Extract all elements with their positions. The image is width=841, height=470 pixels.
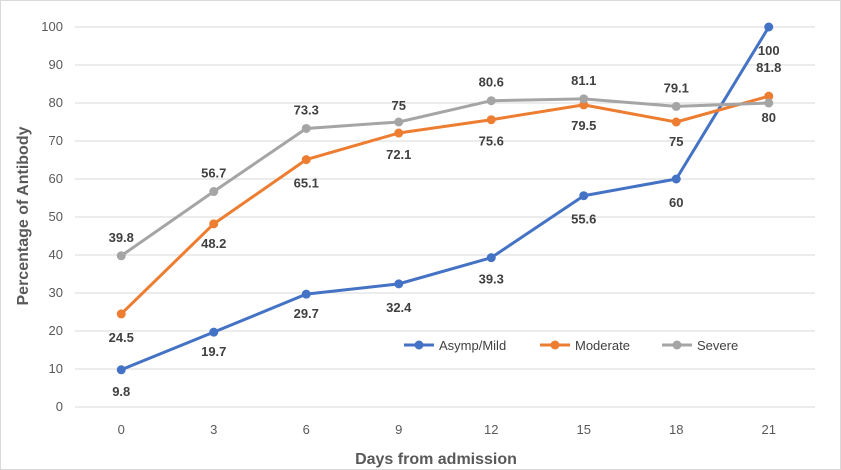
data-label: 75.6 bbox=[479, 134, 504, 149]
point-asymp-mild bbox=[301, 289, 311, 299]
legend-marker-asymp-mild bbox=[414, 340, 424, 350]
data-label: 80 bbox=[762, 110, 776, 125]
data-label: 39.8 bbox=[109, 230, 134, 245]
data-label: 75 bbox=[669, 134, 683, 149]
x-tick-label: 9 bbox=[395, 422, 402, 437]
y-tick-label: 10 bbox=[49, 361, 63, 376]
point-asymp-mild bbox=[764, 22, 774, 32]
series-line-asymp-mild bbox=[120, 26, 771, 372]
y-tick-label: 80 bbox=[49, 95, 63, 110]
data-label: 60 bbox=[669, 195, 683, 210]
y-axis-title: Percentage of Antibody bbox=[15, 126, 32, 305]
data-label: 32.4 bbox=[386, 300, 412, 315]
legend-marker-moderate bbox=[550, 340, 560, 350]
series-line-moderate bbox=[120, 94, 770, 315]
data-label: 81.8 bbox=[756, 60, 781, 75]
legend: Asymp/Mild Moderate Severe bbox=[404, 338, 738, 353]
data-label: 55.6 bbox=[571, 212, 596, 227]
data-label: 39.3 bbox=[479, 272, 504, 287]
y-axis-ticks: 0 10 20 30 40 50 60 70 80 90 100 bbox=[41, 19, 63, 414]
point-asymp-mild bbox=[209, 327, 219, 337]
x-tick-label: 12 bbox=[484, 422, 498, 437]
point-severe bbox=[301, 123, 311, 133]
x-axis-ticks: 0 3 6 9 12 15 18 21 bbox=[118, 422, 776, 437]
point-severe bbox=[116, 251, 126, 261]
legend-label-severe: Severe bbox=[697, 338, 738, 353]
data-label: 65.1 bbox=[294, 176, 319, 191]
x-tick-label: 18 bbox=[669, 422, 683, 437]
gridlines bbox=[75, 26, 815, 408]
point-moderate bbox=[394, 128, 404, 138]
y-tick-label: 90 bbox=[49, 57, 63, 72]
point-severe bbox=[764, 98, 774, 108]
x-axis-title: Days from admission bbox=[355, 451, 517, 468]
point-moderate bbox=[301, 155, 311, 165]
point-asymp-mild bbox=[394, 279, 404, 289]
data-label: 73.3 bbox=[294, 102, 319, 117]
data-label: 24.5 bbox=[109, 330, 134, 345]
data-labels: 9.8 19.7 29.7 32.4 39.3 55.6 60 100 24.5 48.2 65.1… bbox=[109, 43, 782, 399]
y-tick-label: 100 bbox=[41, 19, 63, 34]
data-label: 9.8 bbox=[112, 384, 130, 399]
data-label: 81.1 bbox=[571, 73, 596, 88]
point-moderate bbox=[116, 309, 126, 319]
legend-label-moderate: Moderate bbox=[575, 338, 630, 353]
data-label: 79.5 bbox=[571, 118, 596, 133]
point-moderate bbox=[764, 91, 774, 101]
point-severe bbox=[671, 101, 681, 111]
point-severe bbox=[486, 96, 496, 106]
point-moderate bbox=[671, 117, 681, 127]
x-tick-label: 0 bbox=[118, 422, 125, 437]
x-tick-label: 21 bbox=[762, 422, 776, 437]
data-label: 19.7 bbox=[201, 344, 226, 359]
data-label: 79.1 bbox=[664, 80, 689, 95]
x-tick-label: 15 bbox=[577, 422, 591, 437]
point-severe bbox=[209, 187, 219, 197]
x-tick-label: 6 bbox=[303, 422, 310, 437]
y-tick-label: 30 bbox=[49, 285, 63, 300]
data-label: 100 bbox=[758, 43, 780, 58]
data-label: 75 bbox=[392, 98, 406, 113]
y-tick-label: 70 bbox=[49, 133, 63, 148]
x-tick-label: 3 bbox=[210, 422, 217, 437]
point-severe bbox=[579, 94, 589, 104]
point-asymp-mild bbox=[671, 174, 681, 184]
point-asymp-mild bbox=[116, 365, 126, 375]
data-label: 56.7 bbox=[201, 166, 226, 181]
point-asymp-mild bbox=[486, 253, 496, 263]
series-line-severe bbox=[120, 97, 769, 257]
y-tick-label: 0 bbox=[56, 399, 63, 414]
y-tick-label: 60 bbox=[49, 171, 63, 186]
y-tick-label: 20 bbox=[49, 323, 63, 338]
series-lines bbox=[116, 22, 774, 375]
y-tick-label: 50 bbox=[49, 209, 63, 224]
point-moderate bbox=[209, 219, 219, 229]
point-asymp-mild bbox=[579, 191, 589, 201]
data-label: 80.6 bbox=[479, 75, 504, 90]
point-moderate bbox=[486, 115, 496, 125]
y-tick-label: 40 bbox=[49, 247, 63, 262]
data-label: 29.7 bbox=[294, 306, 319, 321]
data-label: 72.1 bbox=[386, 147, 411, 162]
data-label: 48.2 bbox=[201, 236, 226, 251]
point-severe bbox=[394, 117, 404, 127]
legend-marker-severe bbox=[672, 340, 682, 350]
legend-label-asymp-mild: Asymp/Mild bbox=[439, 338, 506, 353]
